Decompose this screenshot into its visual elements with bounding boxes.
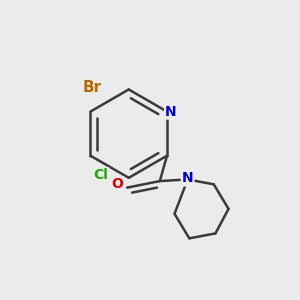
Text: N: N — [182, 172, 194, 185]
Text: Br: Br — [82, 80, 102, 94]
Text: N: N — [165, 105, 177, 118]
Text: O: O — [111, 177, 123, 191]
Text: Cl: Cl — [94, 168, 108, 182]
